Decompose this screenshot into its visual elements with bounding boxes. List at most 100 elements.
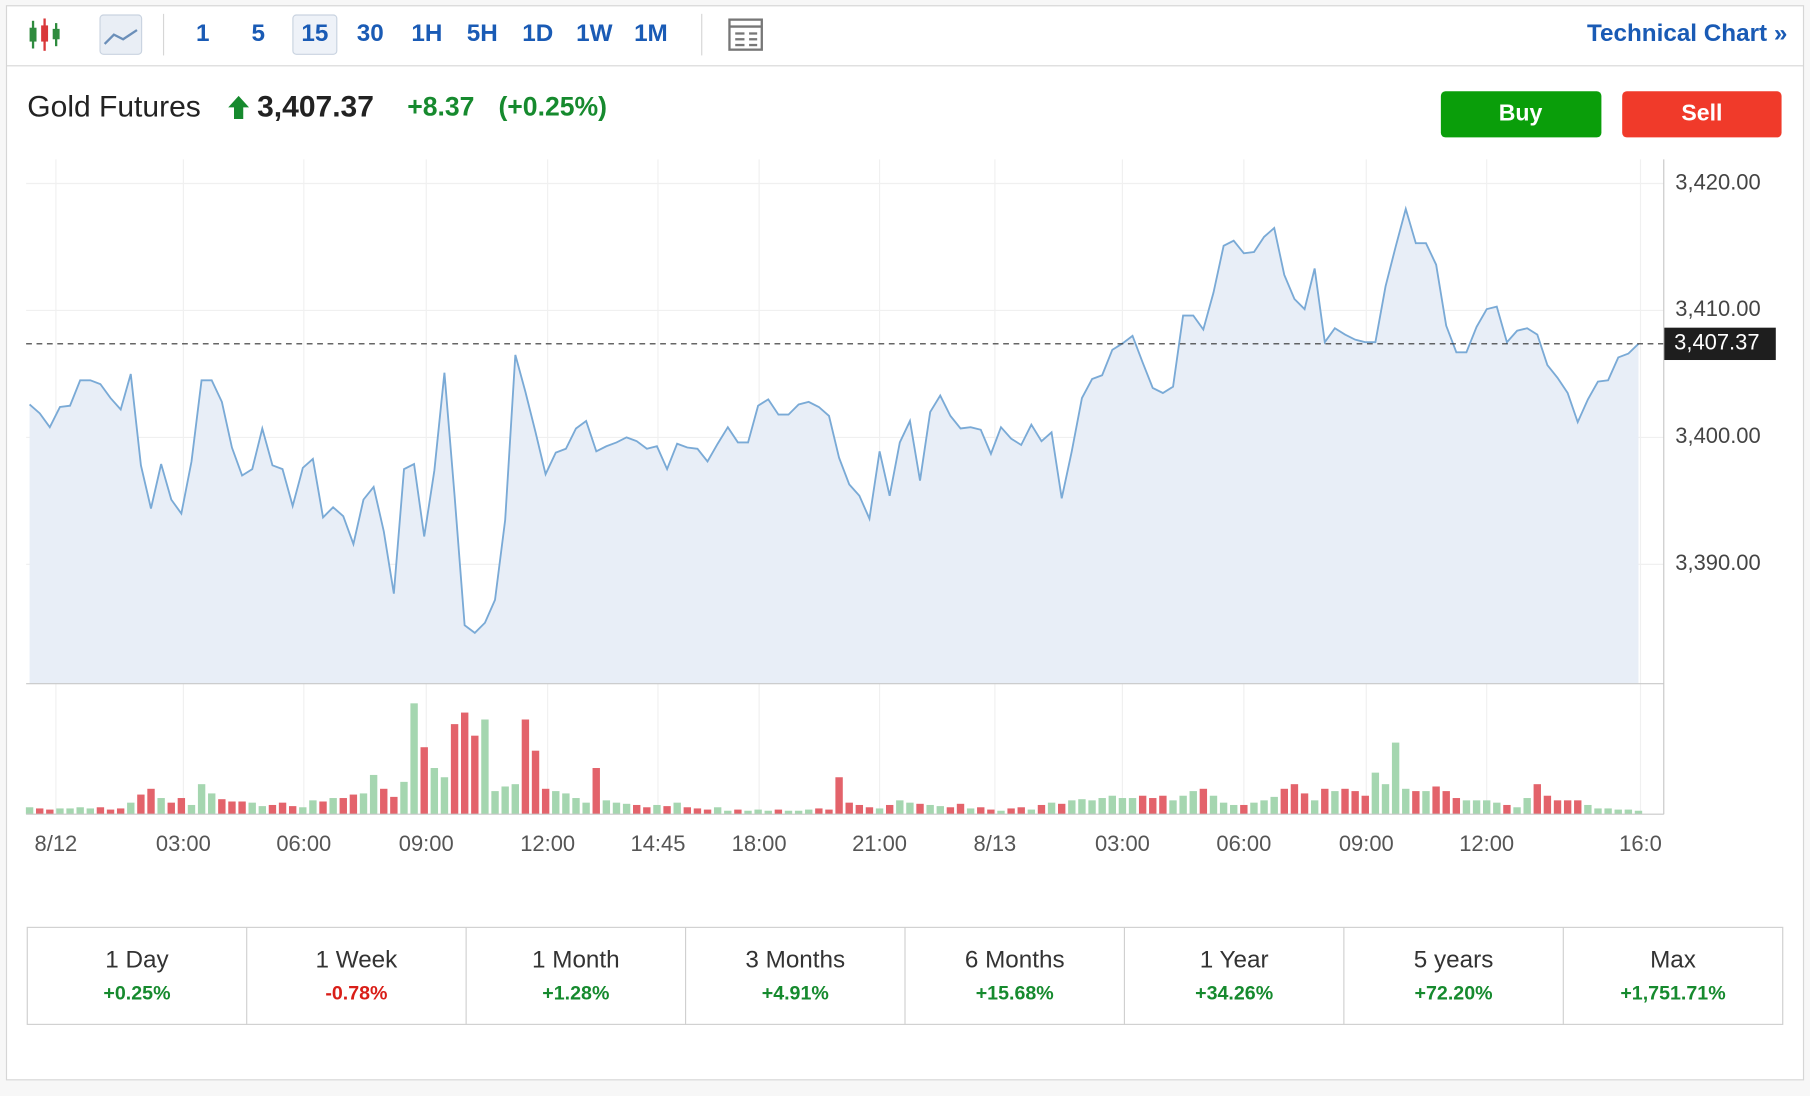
interval-button[interactable]: 30	[357, 20, 384, 47]
volume-bar	[1037, 804, 1046, 815]
volume-bar	[784, 810, 793, 815]
interval-button[interactable]: 1	[196, 20, 210, 47]
price-line	[28, 205, 1640, 635]
volume-bar	[1128, 798, 1137, 815]
volume-bar	[815, 808, 823, 815]
volume-bar	[794, 810, 803, 815]
volume-bar	[258, 806, 267, 815]
volume-bar	[329, 798, 337, 815]
period-label[interactable]: 1 Week	[316, 946, 399, 973]
volume-bar	[1351, 791, 1359, 815]
volume-bar	[774, 809, 783, 815]
x-tick-label: 16:0	[1619, 831, 1662, 856]
volume-bar	[1280, 788, 1289, 815]
technical-chart-link[interactable]: Technical Chart »	[1587, 20, 1787, 47]
volume-bar	[562, 793, 570, 815]
period-label[interactable]: 6 Months	[965, 946, 1065, 973]
volume-bar	[1361, 795, 1369, 815]
volume-bar	[238, 801, 246, 815]
interval-button[interactable]: 15	[301, 20, 328, 47]
period-change: +72.20%	[1415, 983, 1493, 1005]
volume-bar	[653, 804, 661, 815]
period-label[interactable]: 1 Day	[105, 946, 169, 973]
interval-button[interactable]: 1H	[411, 20, 442, 47]
volume-bar	[1270, 796, 1278, 815]
volume-bar	[1452, 798, 1461, 815]
period-label[interactable]: 5 years	[1414, 946, 1494, 973]
interval-button[interactable]: 1M	[634, 20, 668, 47]
interval-button[interactable]: 5	[252, 20, 266, 47]
volume-bar	[1098, 798, 1106, 815]
layout-icon[interactable]	[728, 18, 763, 51]
volume-bar	[1432, 786, 1440, 815]
volume-bar	[622, 803, 631, 815]
interval-button[interactable]: 1W	[576, 20, 612, 47]
buy-label[interactable]: Buy	[1499, 99, 1543, 125]
volume-bar	[1634, 810, 1643, 815]
period-label[interactable]: 3 Months	[745, 946, 845, 973]
volume-bar	[592, 768, 600, 815]
volume-bar	[805, 809, 813, 815]
sell-label[interactable]: Sell	[1681, 99, 1722, 125]
period-label[interactable]: 1 Month	[532, 946, 620, 973]
volume-bar	[1058, 803, 1066, 815]
volume-bar	[713, 807, 722, 815]
volume-bar	[1493, 802, 1501, 815]
volume-bar	[511, 784, 519, 815]
volume-bar	[106, 809, 115, 815]
buy-button[interactable]	[1440, 91, 1602, 138]
x-tick-label: 21:00	[852, 831, 907, 856]
volume-bar	[25, 807, 34, 815]
volume-bar	[693, 808, 702, 815]
volume-bar	[167, 802, 175, 815]
volume-bar	[1230, 804, 1238, 815]
volume-bar	[1260, 800, 1268, 815]
volume-bar	[471, 735, 479, 815]
volume-bar	[1391, 742, 1400, 815]
period-label[interactable]: Max	[1650, 946, 1696, 973]
period-change: +1,751.71%	[1620, 983, 1725, 1005]
volume-bar	[228, 801, 236, 815]
volume-bar	[420, 747, 428, 815]
change: +8.37	[407, 92, 474, 122]
volume-bar	[1321, 788, 1329, 815]
volume-bar	[1159, 795, 1167, 815]
volume-bar	[157, 798, 165, 815]
change-percent: (+0.25%)	[498, 92, 606, 122]
volume-bar	[1513, 807, 1521, 815]
x-tick-label: 8/13	[974, 831, 1017, 856]
volume-bar	[744, 810, 752, 815]
x-tick-label: 8/12	[35, 831, 78, 856]
x-tick-label: 12:00	[520, 831, 575, 856]
volume-bar	[966, 808, 975, 815]
x-tick-label: 09:00	[1339, 831, 1394, 856]
candle-icon[interactable]	[29, 18, 60, 51]
volume-bar	[845, 802, 853, 815]
volume-bar	[1462, 800, 1471, 815]
x-tick-label: 06:00	[276, 831, 331, 856]
volume-bar	[926, 804, 934, 815]
volume-bar	[278, 802, 287, 815]
volume-bar	[46, 809, 54, 815]
x-tick-label: 12:00	[1459, 831, 1514, 856]
volume-bar	[450, 724, 459, 815]
interval-button[interactable]: 5H	[467, 20, 498, 47]
period-label[interactable]: 1 Year	[1200, 946, 1269, 973]
volume-bar	[1624, 809, 1633, 815]
volume-bar	[430, 768, 439, 815]
volume-bar	[997, 810, 1005, 815]
volume-bar	[1422, 791, 1430, 815]
volume-bar	[612, 802, 621, 815]
volume-bar	[1017, 807, 1025, 815]
y-tick-label: 3,390.00	[1675, 550, 1760, 575]
sell-button[interactable]	[1622, 91, 1782, 138]
volume-bar	[369, 774, 378, 815]
y-tick-label: 3,400.00	[1675, 423, 1760, 448]
volume-bar	[1604, 808, 1612, 815]
volume-bar	[1078, 799, 1086, 815]
line-icon[interactable]	[99, 14, 143, 55]
interval-button[interactable]: 1D	[522, 20, 553, 47]
last-price-label: 3,407.37	[1674, 330, 1759, 355]
volume-bar	[1240, 804, 1248, 815]
chart: 8/12 03:00 06:00 09:00 12:00 14:45 18:00 21:00 8…	[25, 159, 1776, 856]
